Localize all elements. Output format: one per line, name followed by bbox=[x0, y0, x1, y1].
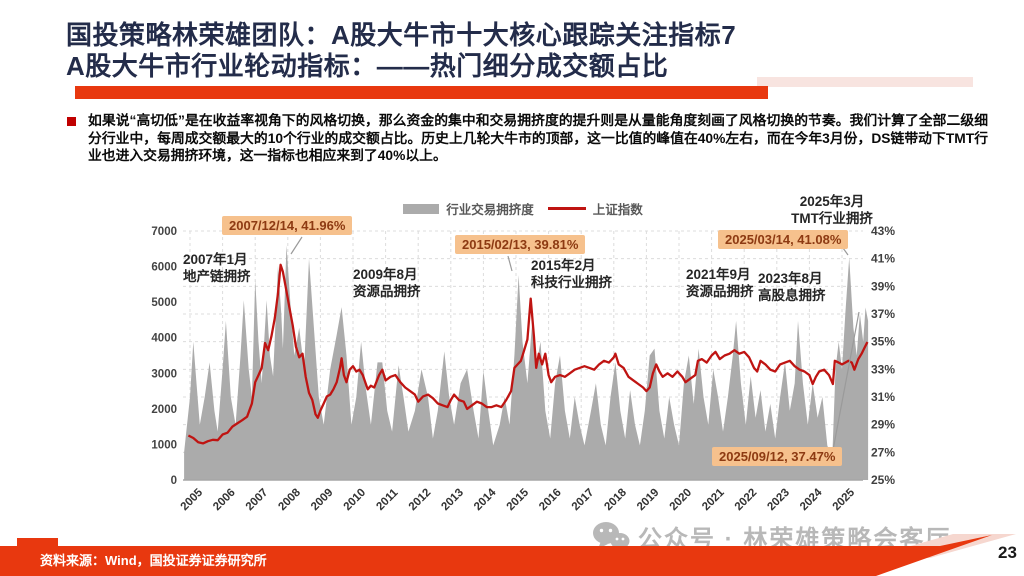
svg-text:2006: 2006 bbox=[211, 487, 238, 514]
svg-text:33%: 33% bbox=[871, 362, 895, 376]
svg-text:2015: 2015 bbox=[505, 486, 532, 513]
source-note: 资料来源：Wind，国投证券证券研究所 bbox=[40, 553, 267, 568]
svg-text:2014: 2014 bbox=[472, 486, 499, 513]
summary-paragraph: 如果说“高切低”是在收益率视角下的风格切换，那么资金的集中和交易拥挤度的提升则是… bbox=[66, 112, 988, 165]
svg-text:2021: 2021 bbox=[700, 486, 727, 513]
title-line-2: A股大牛市行业轮动指标：——热门细分成交额占比 bbox=[66, 51, 669, 81]
svg-text:35%: 35% bbox=[871, 335, 895, 349]
svg-text:2008: 2008 bbox=[276, 486, 303, 513]
svg-text:2017: 2017 bbox=[570, 487, 597, 514]
svg-text:31%: 31% bbox=[871, 390, 895, 404]
svg-text:29%: 29% bbox=[871, 418, 895, 432]
footer-red-step bbox=[17, 538, 58, 547]
annotation-highlight: 2007/12/14, 41.96% bbox=[222, 216, 353, 235]
svg-text:2016: 2016 bbox=[537, 487, 564, 514]
annotation-connector bbox=[290, 236, 303, 255]
svg-text:2020: 2020 bbox=[668, 487, 695, 514]
chart-legend: 行业交易拥挤度 上证指数 bbox=[183, 199, 863, 218]
svg-text:2025: 2025 bbox=[831, 486, 858, 513]
page-number: 23 bbox=[998, 543, 1017, 562]
legend-item: 行业交易拥挤度 bbox=[403, 199, 534, 218]
svg-text:39%: 39% bbox=[871, 279, 895, 293]
svg-text:5000: 5000 bbox=[151, 297, 177, 309]
svg-text:2010: 2010 bbox=[342, 487, 369, 514]
annotation-note: 2015年2月 科技行业拥挤 bbox=[531, 258, 612, 290]
legend-area-swatch bbox=[403, 203, 440, 214]
svg-text:1000: 1000 bbox=[151, 439, 177, 451]
annotation-connector bbox=[507, 255, 513, 272]
svg-text:2023: 2023 bbox=[765, 487, 792, 514]
footer-red-band bbox=[0, 535, 992, 576]
svg-text:0: 0 bbox=[171, 475, 177, 487]
annotation-connector bbox=[832, 311, 860, 451]
footer-banner bbox=[0, 530, 1024, 576]
legend-item: 上证指数 bbox=[547, 199, 643, 218]
annotation-highlight: 2015/02/13, 39.81% bbox=[455, 235, 586, 254]
svg-text:43%: 43% bbox=[871, 224, 895, 238]
crowding-area-series bbox=[184, 245, 869, 480]
svg-text:27%: 27% bbox=[871, 445, 895, 459]
summary-text: 如果说“高切低”是在收益率视角下的风格切换，那么资金的集中和交易拥挤度的提升则是… bbox=[88, 113, 988, 164]
svg-text:2013: 2013 bbox=[439, 487, 466, 514]
legend-label: 上证指数 bbox=[592, 203, 643, 217]
svg-text:2009: 2009 bbox=[309, 487, 336, 514]
svg-text:6000: 6000 bbox=[151, 262, 177, 274]
svg-text:2011: 2011 bbox=[374, 486, 401, 513]
svg-text:2000: 2000 bbox=[151, 404, 177, 416]
svg-text:2012: 2012 bbox=[407, 487, 434, 514]
svg-text:41%: 41% bbox=[871, 252, 895, 266]
svg-text:25%: 25% bbox=[871, 473, 895, 487]
svg-text:2007: 2007 bbox=[244, 487, 271, 514]
annotation-highlight: 2025/03/14, 41.08% bbox=[718, 230, 849, 249]
legend-line-swatch bbox=[547, 207, 586, 210]
title-underline-bar bbox=[75, 86, 768, 99]
svg-text:2005: 2005 bbox=[179, 486, 206, 513]
annotation-highlight: 2025/09/12, 37.47% bbox=[712, 447, 843, 466]
svg-text:2022: 2022 bbox=[733, 487, 760, 514]
annotation-note: 2021年9月 资源品拥挤 bbox=[686, 267, 754, 299]
annotation-connector bbox=[837, 240, 849, 256]
bullet-square-icon bbox=[67, 117, 76, 126]
svg-text:37%: 37% bbox=[871, 307, 895, 321]
annotation-note: 2025年3月 TMT行业拥挤 bbox=[791, 194, 873, 226]
annotation-note: 2009年8月 资源品拥挤 bbox=[353, 267, 421, 299]
svg-text:2018: 2018 bbox=[602, 486, 629, 513]
annotation-note: 2007年1月 地产链拥挤 bbox=[183, 252, 251, 284]
legend-label: 行业交易拥挤度 bbox=[446, 203, 534, 217]
title-line-1: 国投策略林荣雄团队：A股大牛市十大核心跟踪关注指标7 bbox=[66, 20, 737, 50]
annotation-note: 2023年8月 高股息拥挤 bbox=[758, 271, 826, 303]
page-title: 国投策略林荣雄团队：A股大牛市十大核心跟踪关注指标7 A股大牛市行业轮动指标：—… bbox=[66, 20, 966, 82]
svg-text:3000: 3000 bbox=[151, 368, 177, 380]
svg-text:2024: 2024 bbox=[798, 486, 825, 513]
svg-text:2019: 2019 bbox=[635, 487, 662, 514]
sse-line-series bbox=[187, 263, 869, 445]
title-pink-stripe bbox=[757, 77, 973, 87]
svg-text:7000: 7000 bbox=[151, 226, 177, 238]
svg-text:4000: 4000 bbox=[151, 333, 177, 345]
